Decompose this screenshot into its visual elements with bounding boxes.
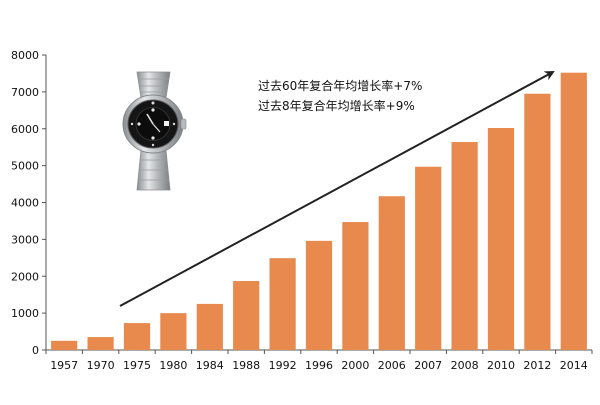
x-tick-label: 1988 — [232, 359, 260, 372]
y-tick-label: 5000 — [11, 160, 39, 173]
y-tick-label: 0 — [32, 344, 39, 357]
bar-1996 — [305, 240, 333, 350]
bar-2012 — [524, 93, 551, 350]
x-tick-label: 2010 — [487, 359, 515, 372]
bar-2006 — [378, 196, 405, 350]
y-tick-label: 1000 — [11, 307, 39, 320]
bar-2010 — [487, 128, 515, 350]
bar-2000 — [342, 222, 369, 350]
x-tick-label: 1980 — [159, 359, 187, 372]
bar-1992 — [269, 258, 296, 350]
bar-1988 — [233, 281, 260, 350]
trend-arrow — [119, 71, 555, 307]
x-tick-label: 2014 — [560, 359, 588, 372]
y-tick-label: 3000 — [11, 233, 39, 246]
bar-1970 — [87, 337, 114, 350]
bar-1980 — [160, 313, 187, 350]
bar-2007 — [415, 166, 442, 350]
x-axis: 1957 1970 1975 1980 1984 1988 1992 1996 2000 2006… — [45, 349, 593, 372]
x-tick-label: 2007 — [414, 359, 442, 372]
x-tick-label: 1984 — [196, 359, 224, 372]
y-tick-label: 4000 — [11, 197, 39, 210]
x-tick-label: 1957 — [50, 359, 78, 372]
bar-2008 — [451, 142, 478, 350]
bar-1957 — [51, 340, 78, 350]
x-tick-label: 1975 — [123, 359, 151, 372]
bar-1984 — [196, 303, 223, 350]
bars — [51, 72, 587, 350]
wristwatch-image — [122, 71, 187, 191]
y-axis: 0 1000 2000 3000 4000 5000 6000 7000 8000 — [11, 49, 47, 357]
y-tick-label: 7000 — [11, 86, 39, 99]
y-tick-label: 2000 — [11, 270, 39, 283]
x-tick-label: 1996 — [305, 359, 333, 372]
growth-annotation-60-years: 过去60年复合年均增长率+7% — [258, 79, 423, 93]
bar-1975 — [123, 323, 151, 350]
x-tick-label: 2008 — [451, 359, 479, 372]
x-tick-label: 2006 — [378, 359, 406, 372]
x-tick-label: 1970 — [87, 359, 115, 372]
growth-annotation-8-years: 过去8年复合年均增长率+9% — [258, 99, 415, 113]
bar-2014 — [560, 72, 587, 350]
x-tick-label: 1992 — [269, 359, 297, 372]
y-tick-label: 6000 — [11, 123, 39, 136]
y-tick-label: 8000 — [11, 49, 39, 62]
x-tick-label: 2012 — [523, 359, 551, 372]
x-tick-label: 2000 — [341, 359, 369, 372]
